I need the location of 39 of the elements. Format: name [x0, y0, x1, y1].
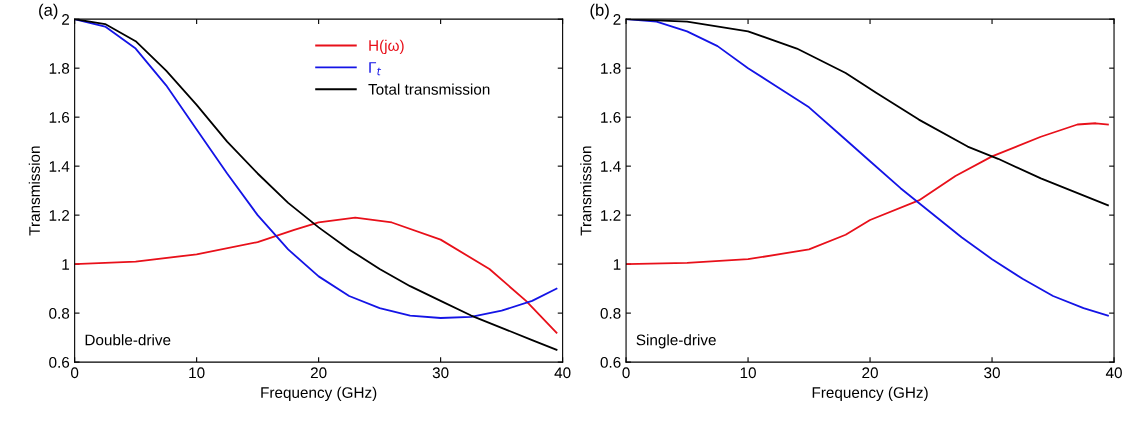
- y-tick-label: 1: [62, 259, 70, 270]
- legend-label: H(jω): [369, 39, 404, 55]
- y-tick-label: 1.6: [49, 112, 70, 123]
- y-tick-label: 1.8: [601, 63, 621, 74]
- y-tick-label: 0.8: [600, 307, 621, 319]
- y-tick-label: 2: [62, 14, 70, 25]
- y-tick-label: 1.4: [601, 161, 621, 172]
- y-axis-title: Transmission: [28, 146, 40, 236]
- x-tick-label: 40: [554, 367, 571, 379]
- y-tick-label: 1: [613, 259, 621, 270]
- annotation: Single-drive: [636, 334, 716, 349]
- x-tick-label: 10: [740, 367, 756, 379]
- x-tick-label: 10: [189, 367, 205, 379]
- x-tick-label: 20: [310, 367, 327, 379]
- y-tick-label: 0.8: [49, 307, 70, 319]
- y-tick-label: 1.2: [49, 210, 70, 221]
- y-axis-title: Transmission: [580, 146, 592, 236]
- x-tick-label: 30: [432, 367, 449, 379]
- legend-label: Γ$_{t}$: [369, 62, 382, 76]
- y-tick-label: 1.4: [49, 161, 70, 172]
- x-axis-title: Frequency (GHz): [812, 386, 928, 401]
- x-tick-label: 0: [622, 367, 630, 379]
- x-tick-label: 0: [70, 367, 79, 379]
- x-tick-label: 20: [862, 367, 878, 379]
- y-tick-label: 1.6: [601, 112, 621, 123]
- chart-title: (b): [590, 3, 609, 20]
- x-tick-label: 40: [1105, 367, 1122, 379]
- y-tick-label: 2: [613, 14, 621, 25]
- y-tick-label: 0.6: [600, 356, 621, 368]
- x-axis-title: Frequency (GHz): [261, 386, 377, 401]
- y-tick-label: 1.8: [49, 63, 70, 74]
- line-series: [74, 216, 558, 334]
- annotation: Double-drive: [85, 334, 171, 346]
- y-tick-label: 1.2: [601, 210, 621, 221]
- y-tick-label: 0.6: [49, 356, 70, 368]
- x-tick-label: 30: [984, 367, 1000, 379]
- chart-title: (a): [39, 3, 58, 20]
- line-series: [626, 122, 1109, 266]
- legend-label: Total transmission: [368, 83, 490, 95]
